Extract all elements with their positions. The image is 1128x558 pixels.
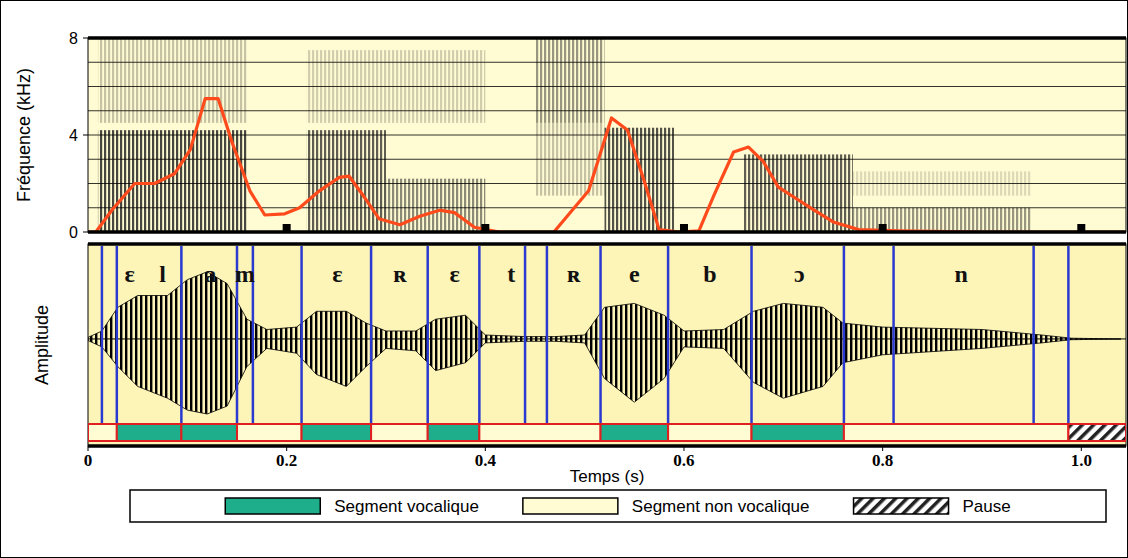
phoneme-label: ɛ xyxy=(449,261,459,287)
tick-label: 0 xyxy=(69,224,78,241)
tick-label: 0.6 xyxy=(673,451,694,470)
segment xyxy=(1068,424,1126,441)
waveform-envelope xyxy=(88,272,1121,414)
legend-box xyxy=(130,490,1106,522)
segment xyxy=(752,424,844,441)
segment-boundary xyxy=(180,246,183,424)
tick-mark xyxy=(1077,224,1085,231)
axis-title: Amplitude xyxy=(32,305,52,385)
spectrogram-bg xyxy=(88,38,1126,232)
phoneme-label: l xyxy=(159,261,166,287)
phoneme-label: n xyxy=(954,261,967,287)
grid-line xyxy=(88,159,1126,160)
segment-boundary xyxy=(546,246,549,424)
segment-boundary xyxy=(599,246,602,424)
frame-top xyxy=(88,242,1126,246)
grid-line xyxy=(88,110,1126,111)
tick-label: 0.8 xyxy=(872,451,893,470)
top-plot xyxy=(88,38,1126,232)
phoneme-label: ʀ xyxy=(567,261,581,287)
tick-label: 0 xyxy=(84,451,93,470)
segment-boundary xyxy=(843,246,846,424)
segment xyxy=(428,424,480,441)
spectral-energy xyxy=(853,208,1032,232)
tick-mark xyxy=(83,38,88,39)
segment-boundary xyxy=(478,246,481,424)
bottom-plot xyxy=(88,246,1126,441)
segment xyxy=(117,424,182,441)
tick-mark xyxy=(879,224,887,231)
segment-boundary xyxy=(426,246,429,424)
spectral-energy xyxy=(98,38,247,123)
segment-boundary xyxy=(750,246,753,424)
spectral-energy xyxy=(98,130,247,232)
tick-mark xyxy=(83,135,88,136)
grid-line xyxy=(88,183,1126,184)
legend-label: Segment vocalique xyxy=(334,497,479,516)
segment xyxy=(668,424,751,441)
segment-boundary xyxy=(370,246,373,424)
legend-swatch xyxy=(523,498,618,514)
grid-line xyxy=(88,207,1126,208)
segment-boundary xyxy=(667,246,670,424)
tick-mark xyxy=(481,224,489,231)
legend-swatch xyxy=(225,498,320,514)
segment xyxy=(237,424,302,441)
grid-line xyxy=(88,86,1126,87)
segment-boundary xyxy=(1032,246,1035,424)
phoneme-label: t xyxy=(507,261,515,287)
segment xyxy=(371,424,428,441)
segment-boundary xyxy=(101,246,104,424)
segment-boundary xyxy=(300,246,303,424)
frame-bottom xyxy=(88,444,1126,448)
spectral-energy xyxy=(307,130,386,232)
figure: 048Fréquence (kHz)ɛlamɛʀɛtʀebɔn00.20.40.… xyxy=(0,0,1128,558)
frame-bottom xyxy=(88,230,1126,234)
segment-boundary xyxy=(892,246,895,424)
segment xyxy=(479,424,600,441)
tick-mark xyxy=(83,232,88,233)
tick-mark xyxy=(680,224,688,231)
phoneme-label: ɔ xyxy=(794,261,805,287)
waveform-bg xyxy=(88,244,1126,446)
energy-curve xyxy=(88,99,1124,232)
tick-label: 0.4 xyxy=(475,451,497,470)
phoneme-label: m xyxy=(235,261,255,287)
phoneme-label: a xyxy=(204,261,216,287)
segment-boundary xyxy=(116,246,119,424)
segment xyxy=(181,424,237,441)
spectral-energy xyxy=(535,38,605,123)
phoneme-label: ɛ xyxy=(332,261,342,287)
phoneme-label: ɛ xyxy=(125,261,135,287)
legend-label: Segment non vocalique xyxy=(632,497,810,516)
segment xyxy=(601,424,669,441)
grid-line xyxy=(88,62,1126,63)
tick-label: 8 xyxy=(69,30,78,47)
tick-label: 0.2 xyxy=(276,451,297,470)
segment xyxy=(88,424,117,441)
segment-boundary xyxy=(1067,246,1070,424)
phoneme-label: b xyxy=(703,261,716,287)
legend: Segment vocalique Segment non vocalique Pa… xyxy=(225,497,1010,516)
tick-label: 4 xyxy=(69,127,78,144)
outer-frame xyxy=(1,1,1128,558)
spectral-energy xyxy=(605,128,675,232)
phoneme-label: ʀ xyxy=(393,261,407,287)
legend-label: Pause xyxy=(963,497,1011,516)
phoneme-label: e xyxy=(629,261,640,287)
axis-title: Temps (s) xyxy=(570,467,645,486)
tick-label: 1.0 xyxy=(1071,451,1092,470)
segment-boundary xyxy=(524,246,527,424)
tick-mark xyxy=(283,224,291,231)
legend-swatch xyxy=(854,498,949,514)
spectral-energy xyxy=(744,154,853,232)
frame-top xyxy=(88,36,1126,40)
segment xyxy=(302,424,372,441)
segment xyxy=(844,424,1068,441)
axis-title: Fréquence (kHz) xyxy=(14,68,34,202)
